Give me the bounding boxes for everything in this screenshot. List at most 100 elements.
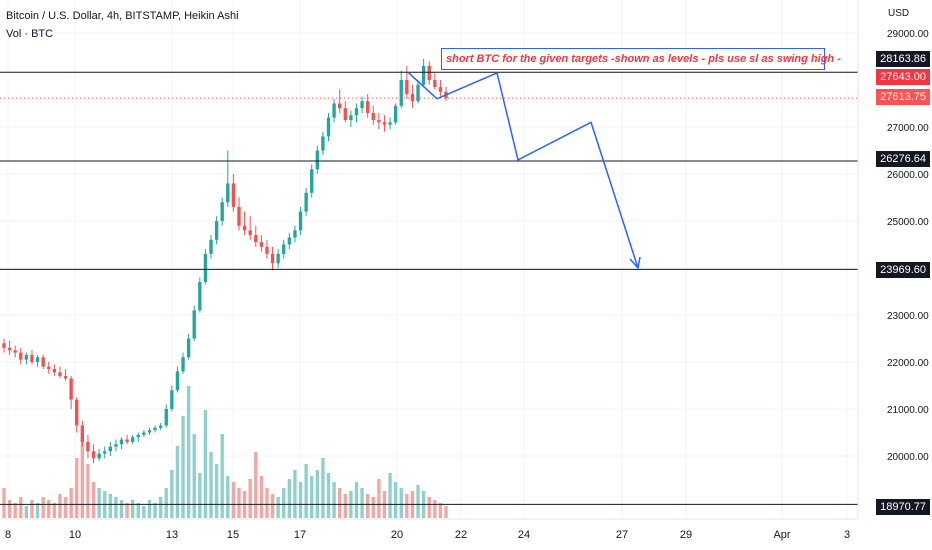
projection-arrowhead: [629, 256, 641, 270]
candle-body: [293, 230, 297, 238]
candle-body: [304, 192, 308, 212]
volume-bar: [47, 500, 51, 518]
volume-bar: [214, 464, 219, 518]
candle-body: [153, 427, 157, 431]
candle-body: [438, 87, 443, 92]
candle-body: [321, 136, 325, 151]
volume-bar: [91, 482, 96, 518]
volume-bar: [97, 488, 101, 518]
candle-body: [298, 211, 303, 231]
x-tick-label: 17: [294, 529, 306, 541]
candle-body: [349, 115, 353, 120]
volume-bar: [158, 497, 163, 518]
volume-bar: [136, 503, 140, 518]
volume-bar: [282, 488, 286, 518]
volume-bar: [80, 440, 85, 518]
candle-body: [186, 338, 191, 358]
chart-title: Bitcoin / U.S. Dollar, 4h, BITSTAMP, Hei…: [6, 10, 239, 22]
volume-bar: [153, 503, 157, 518]
trade-annotation[interactable]: short BTC for the given targets -shown a…: [441, 48, 841, 70]
volume-bar: [365, 494, 370, 518]
volume-bar: [259, 476, 264, 518]
price-tag-current-2: 27613.75: [876, 89, 930, 105]
candle-body: [287, 237, 292, 245]
candle-body: [405, 80, 409, 95]
candle-body: [63, 376, 68, 379]
volume-bar: [108, 494, 112, 518]
volume-bar: [24, 506, 29, 518]
candle-body: [399, 80, 403, 106]
volume-bar: [226, 476, 230, 518]
volume-bar: [69, 488, 73, 518]
volume-bar: [321, 458, 325, 518]
volume-bar: [170, 470, 174, 518]
candle-body: [142, 432, 146, 435]
volume-bar: [338, 488, 342, 518]
candle-body: [265, 246, 269, 254]
y-tick-label: 20000.00: [887, 452, 929, 463]
candle-body: [332, 103, 336, 118]
volume-bar: [237, 488, 241, 518]
x-tick-label: 10: [69, 529, 81, 541]
candle-body: [75, 399, 79, 426]
volume-bar: [19, 497, 23, 518]
volume-bar: [231, 482, 236, 518]
candle-body: [226, 183, 230, 203]
x-tick-label: 24: [518, 529, 530, 541]
candle-body: [108, 446, 112, 452]
projection-path: [407, 71, 641, 270]
volume-bar: [203, 410, 208, 518]
volume-bar: [13, 503, 17, 518]
volume-bar: [75, 458, 79, 518]
volume-bar: [192, 434, 196, 518]
candle-body: [365, 101, 370, 113]
y-tick-label: 22000.00: [887, 358, 929, 369]
candle-body: [30, 354, 34, 362]
candle-body: [388, 122, 392, 125]
volume-bar: [7, 500, 12, 518]
volume-bar: [114, 497, 118, 518]
candle-body: [41, 357, 45, 367]
volume-bar: [298, 482, 303, 518]
candle-body: [192, 310, 196, 339]
volume-bar: [276, 497, 280, 518]
volume-bar: [360, 488, 364, 518]
candle-body: [382, 122, 387, 125]
volume-bar: [142, 506, 146, 518]
candle-body: [97, 453, 101, 459]
volume-bar: [164, 488, 168, 518]
candlesticks: [2, 58, 448, 464]
candle-body: [147, 430, 152, 433]
candle-body: [181, 357, 185, 372]
price-tag-level-1: 28163.86: [876, 51, 930, 67]
candle-body: [119, 439, 124, 445]
volume-bar: [332, 482, 336, 518]
volume-bar: [399, 488, 403, 518]
price-tag-current-1: 27643.00: [876, 69, 930, 85]
candle-body: [242, 225, 247, 231]
volume-bar: [52, 503, 57, 518]
candle-body: [131, 437, 135, 442]
volume-bar: [86, 464, 90, 518]
volume-bars: [2, 386, 448, 518]
candle-body: [220, 202, 224, 221]
candle-body: [52, 369, 57, 373]
candle-body: [7, 347, 12, 351]
candle-body: [231, 183, 236, 207]
candle-body: [2, 343, 6, 348]
candle-body: [248, 230, 252, 236]
candle-body: [377, 119, 381, 123]
y-tick-label: 29000.00: [887, 29, 929, 40]
y-axis: 29000.0027000.0026000.0025000.0024000.00…: [857, 0, 929, 519]
x-tick-label: 22: [455, 529, 467, 541]
volume-bar: [58, 494, 62, 518]
candle-body: [209, 239, 213, 254]
volume-bar: [175, 446, 180, 518]
candle-body: [170, 390, 174, 409]
candle-body: [338, 103, 342, 109]
candle-body: [421, 65, 426, 85]
volume-bar: [444, 506, 448, 518]
x-tick-label: 15: [227, 529, 239, 541]
candle-body: [416, 84, 420, 102]
